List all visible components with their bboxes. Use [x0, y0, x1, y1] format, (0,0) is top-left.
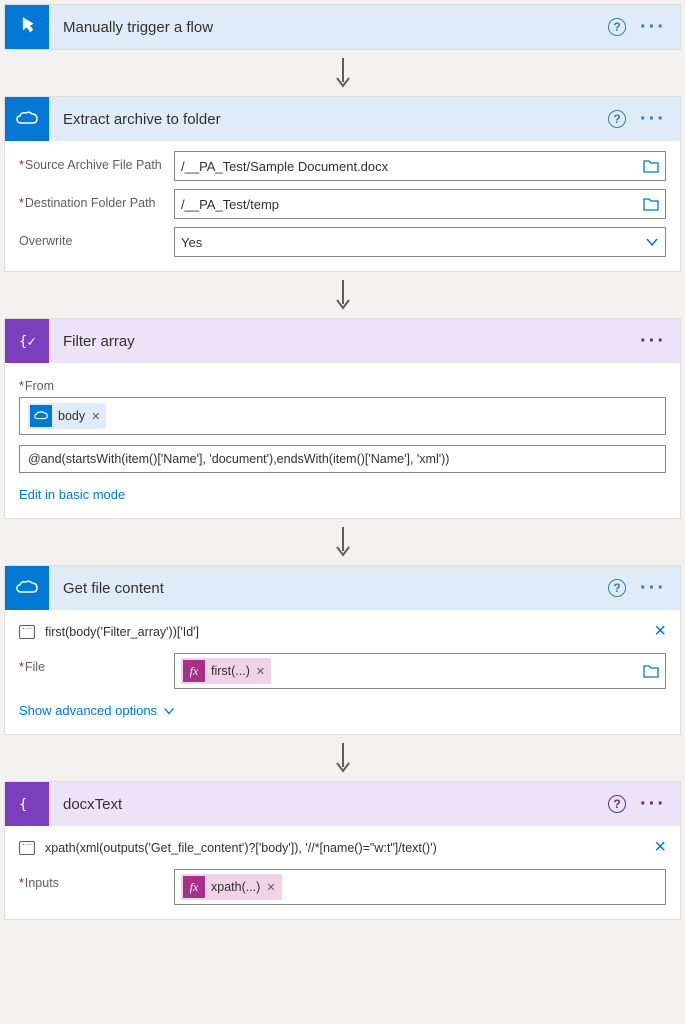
- more-icon[interactable]: ···: [640, 336, 666, 346]
- token-remove-icon[interactable]: ✕: [91, 410, 100, 423]
- field-overwrite[interactable]: Yes: [174, 227, 666, 257]
- help-icon[interactable]: ?: [608, 110, 626, 128]
- svg-text:{✓}: {✓}: [19, 334, 37, 350]
- label-dest: Destination Folder Path: [19, 189, 174, 211]
- step-extract-archive: Extract archive to folder ? ··· Source A…: [4, 96, 681, 272]
- field-inputs[interactable]: fx xpath(...) ✕: [174, 869, 666, 905]
- step-header[interactable]: {✓} Filter array ···: [5, 319, 680, 363]
- step-title: docxText: [49, 796, 608, 813]
- step-title: Manually trigger a flow: [49, 19, 608, 36]
- token-remove-icon[interactable]: ✕: [256, 665, 265, 678]
- field-source[interactable]: /__PA_Test/Sample Document.docx: [174, 151, 666, 181]
- comment-text: first(body('Filter_array'))['Id']: [45, 625, 644, 639]
- step-header[interactable]: Extract archive to folder ? ···: [5, 97, 680, 141]
- onedrive-icon: [5, 566, 49, 610]
- comment-icon: [19, 625, 35, 639]
- compose-icon: { }: [5, 782, 49, 826]
- token-first[interactable]: fx first(...) ✕: [181, 658, 271, 684]
- step-header[interactable]: Manually trigger a flow ? ···: [5, 5, 680, 49]
- label-inputs: Inputs: [19, 869, 174, 891]
- step-title: Get file content: [49, 580, 608, 597]
- folder-icon[interactable]: [643, 197, 659, 211]
- more-icon[interactable]: ···: [640, 799, 666, 809]
- step-title: Filter array: [49, 333, 640, 350]
- label-from: From: [19, 377, 666, 397]
- edit-basic-mode-link[interactable]: Edit in basic mode: [19, 481, 125, 504]
- help-icon[interactable]: ?: [608, 795, 626, 813]
- connector-arrow: [4, 739, 681, 781]
- expression-input[interactable]: @and(startsWith(item()['Name'], 'documen…: [19, 445, 666, 473]
- svg-text:{ }: { }: [19, 797, 37, 813]
- token-body[interactable]: body ✕: [28, 403, 106, 429]
- field-from[interactable]: body ✕: [19, 397, 666, 435]
- folder-icon[interactable]: [643, 159, 659, 173]
- step-docxtext: { } docxText ? ··· xpath(xml(outputs('Ge…: [4, 781, 681, 920]
- chevron-down-icon: [645, 235, 659, 249]
- step-manual-trigger: Manually trigger a flow ? ···: [4, 4, 681, 50]
- connector-arrow: [4, 523, 681, 565]
- comment-text: xpath(xml(outputs('Get_file_content')?['…: [45, 841, 644, 855]
- field-file[interactable]: fx first(...) ✕: [174, 653, 666, 689]
- folder-icon[interactable]: [643, 664, 659, 678]
- close-icon[interactable]: ×: [654, 620, 666, 643]
- help-icon[interactable]: ?: [608, 18, 626, 36]
- filter-icon: {✓}: [5, 319, 49, 363]
- comment-icon: [19, 841, 35, 855]
- help-icon[interactable]: ?: [608, 579, 626, 597]
- label-overwrite: Overwrite: [19, 227, 174, 249]
- connector-arrow: [4, 276, 681, 318]
- more-icon[interactable]: ···: [640, 22, 666, 32]
- close-icon[interactable]: ×: [654, 836, 666, 859]
- more-icon[interactable]: ···: [640, 583, 666, 593]
- onedrive-token-icon: [30, 405, 52, 427]
- fx-icon: fx: [183, 876, 205, 898]
- step-filter-array: {✓} Filter array ··· From body ✕ @and(st…: [4, 318, 681, 519]
- more-icon[interactable]: ···: [640, 114, 666, 124]
- fx-icon: fx: [183, 660, 205, 682]
- token-remove-icon[interactable]: ✕: [266, 881, 275, 894]
- onedrive-icon: [5, 97, 49, 141]
- token-xpath[interactable]: fx xpath(...) ✕: [181, 874, 282, 900]
- field-dest[interactable]: /__PA_Test/temp: [174, 189, 666, 219]
- show-advanced-link[interactable]: Show advanced options: [19, 697, 175, 720]
- step-header[interactable]: { } docxText ? ···: [5, 782, 680, 826]
- label-file: File: [19, 653, 174, 675]
- step-title: Extract archive to folder: [49, 111, 608, 128]
- connector-arrow: [4, 54, 681, 96]
- label-source: Source Archive File Path: [19, 151, 174, 173]
- step-get-file-content: Get file content ? ··· first(body('Filte…: [4, 565, 681, 735]
- step-header[interactable]: Get file content ? ···: [5, 566, 680, 610]
- trigger-icon: [5, 5, 49, 49]
